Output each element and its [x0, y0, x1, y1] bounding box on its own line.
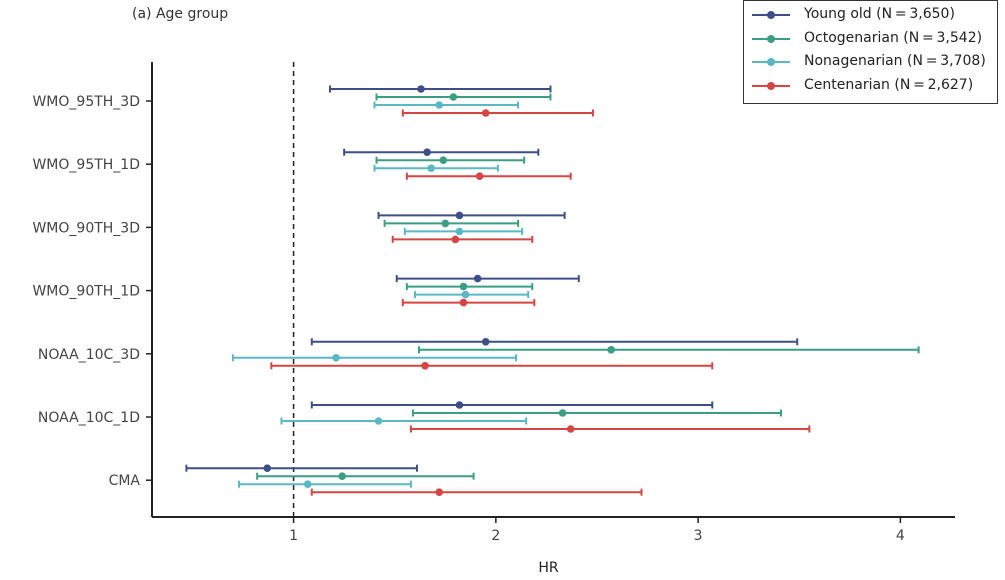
- x-tick-label-1: 1: [289, 528, 298, 544]
- estimate-point-WMO_95TH_3D: [417, 85, 425, 93]
- legend-label: Nonagenarian (N = 3,708): [804, 53, 986, 69]
- legend-item-3: Nonagenarian (N = 3,708): [744, 51, 997, 73]
- estimate-point-WMO_95TH_1D: [423, 148, 431, 156]
- estimate-point-WMO_90TH_3D: [455, 227, 464, 236]
- estimate-point-WMO_95TH_1D: [439, 156, 448, 164]
- x-tick-label-3: 3: [694, 528, 703, 544]
- legend: Young old (N = 3,650) Octogenarian (N = 3…: [743, 0, 998, 104]
- legend-marker: [767, 34, 775, 43]
- estimate-point-WMO_90TH_1D: [459, 282, 468, 291]
- estimate-point-NOAA_10C_1D: [455, 401, 464, 409]
- estimate-point-NOAA_10C_3D: [332, 354, 340, 362]
- y-tick-label-WMO_90TH_3D: WMO_90TH_3D: [32, 220, 140, 236]
- estimate-point-CMA: [263, 464, 272, 473]
- estimate-point-WMO_90TH_3D: [455, 211, 464, 220]
- y-tick-label-WMO_95TH_1D: WMO_95TH_1D: [32, 157, 140, 173]
- x-tick-label-2: 2: [491, 528, 500, 544]
- panel-label: (a) Age group: [132, 6, 229, 22]
- legend-label: Centenarian (N = 2,627): [804, 76, 974, 93]
- estimate-point-NOAA_10C_3D: [421, 362, 429, 370]
- series-3: [231, 101, 530, 489]
- series-layer: [185, 85, 920, 497]
- estimate-point-WMO_90TH_1D: [461, 290, 470, 299]
- y-tick-label-CMA: CMA: [109, 473, 141, 489]
- series-1: [185, 85, 799, 473]
- estimate-point-WMO_95TH_3D: [449, 93, 458, 101]
- y-tick-label-WMO_95TH_3D: WMO_95TH_3D: [32, 94, 140, 110]
- estimate-point-WMO_95TH_1D: [427, 164, 435, 172]
- estimate-point-WMO_90TH_3D: [451, 235, 460, 244]
- legend-marker: [767, 11, 775, 19]
- estimate-point-CMA: [435, 488, 444, 497]
- legend-label: Young old (N = 3,650): [804, 6, 955, 22]
- estimate-point-NOAA_10C_1D: [374, 417, 383, 425]
- y-tick-label-WMO_90TH_1D: WMO_90TH_1D: [32, 284, 140, 300]
- estimate-point-WMO_90TH_1D: [459, 298, 468, 307]
- series-4: [270, 109, 811, 497]
- y-tick-label-NOAA_10C_3D: NOAA_10C_3D: [38, 347, 140, 363]
- legend-marker: [767, 81, 775, 90]
- estimate-point-WMO_90TH_1D: [473, 274, 482, 283]
- estimate-point-NOAA_10C_3D: [481, 338, 490, 346]
- estimate-point-CMA: [303, 480, 312, 489]
- axes: 1 2 3 4 HR WMO_95TH_3D WMO_95TH_1D WMO_90TH_3D W…: [32, 62, 955, 576]
- estimate-point-CMA: [338, 472, 346, 481]
- estimate-point-WMO_95TH_3D: [435, 101, 444, 109]
- estimate-point-NOAA_10C_1D: [566, 425, 575, 433]
- estimate-point-WMO_95TH_1D: [475, 172, 484, 180]
- estimate-point-NOAA_10C_1D: [558, 409, 567, 417]
- x-tick-label-4: 4: [896, 528, 905, 544]
- estimate-point-NOAA_10C_3D: [607, 346, 615, 354]
- legend-item-4: Centenarian (N = 2,627): [744, 75, 997, 97]
- legend-marker: [767, 58, 775, 66]
- legend-item-2: Octogenarian (N = 3,542): [744, 28, 997, 50]
- x-axis-label: HR: [538, 560, 559, 576]
- y-tick-label-NOAA_10C_1D: NOAA_10C_1D: [38, 410, 140, 426]
- legend-label: Octogenarian (N = 3,542): [804, 29, 983, 46]
- legend-item-1: Young old (N = 3,650): [744, 4, 997, 26]
- estimate-point-WMO_95TH_3D: [481, 109, 490, 117]
- series-2: [256, 93, 920, 481]
- estimate-point-WMO_90TH_3D: [441, 219, 450, 228]
